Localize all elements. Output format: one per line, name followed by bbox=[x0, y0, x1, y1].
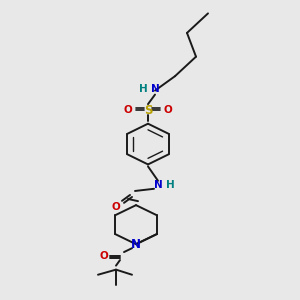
Text: N: N bbox=[154, 180, 162, 190]
Text: O: O bbox=[124, 105, 132, 115]
Text: O: O bbox=[112, 202, 120, 212]
Text: O: O bbox=[164, 105, 172, 115]
Text: N: N bbox=[131, 238, 141, 251]
Text: H: H bbox=[166, 180, 175, 190]
Text: H: H bbox=[139, 84, 148, 94]
Text: O: O bbox=[100, 251, 108, 261]
Text: S: S bbox=[144, 103, 152, 117]
Text: N: N bbox=[151, 84, 159, 94]
